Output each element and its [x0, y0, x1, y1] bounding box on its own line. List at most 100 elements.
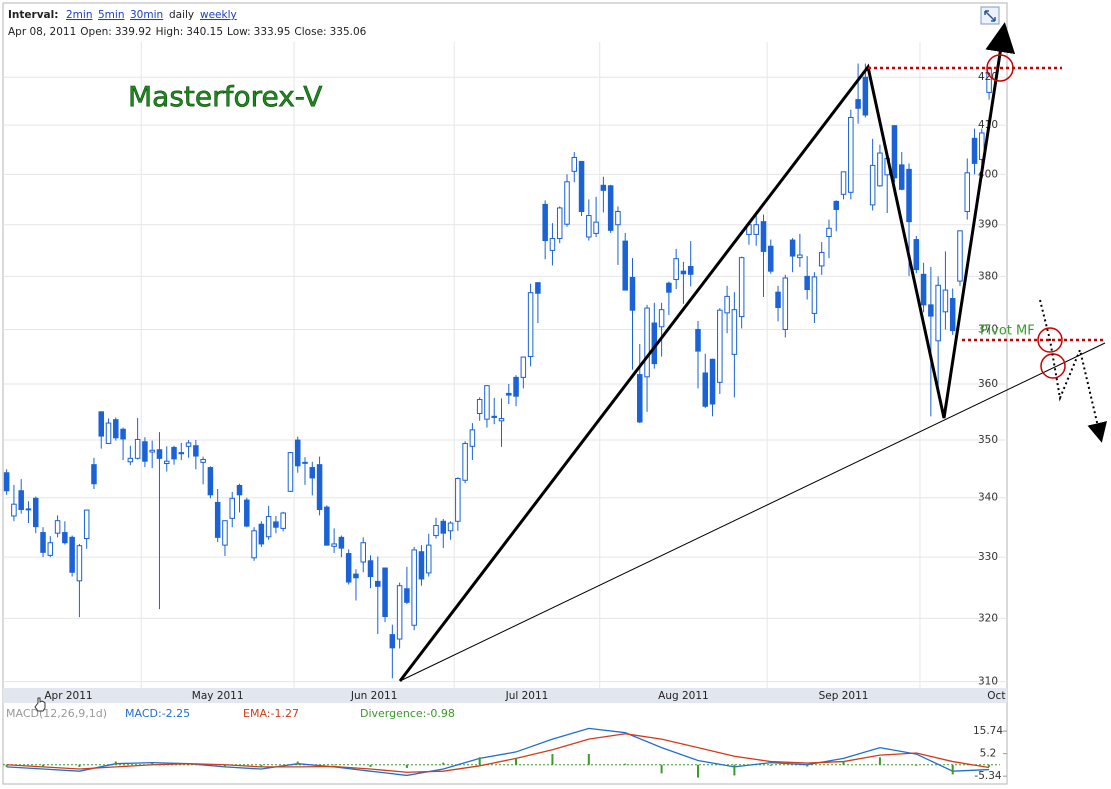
candle-body: [709, 358, 716, 405]
candle-body: [3, 472, 10, 492]
close: 335.06: [330, 26, 367, 38]
divergence-bar: [333, 764, 336, 766]
candle-body: [214, 501, 221, 538]
candle-body: [520, 356, 527, 378]
candle-body: [680, 270, 687, 275]
candle-body: [804, 275, 810, 291]
candle-body: [498, 418, 505, 422]
candle-body: [724, 295, 730, 314]
close-label: Close:: [294, 26, 326, 38]
divergence-bar: [806, 764, 809, 767]
interval-link[interactable]: 2min: [66, 9, 92, 21]
candle-body: [607, 185, 614, 231]
ohlc-info: Apr 08, 2011 Open: 339.92 High: 340.15 Low: 33…: [8, 26, 367, 38]
candle-body: [840, 171, 847, 195]
candle-body: [200, 458, 206, 463]
candle-body: [105, 422, 112, 444]
candle-body: [775, 291, 781, 309]
candle-body: [418, 551, 425, 580]
candle-body: [193, 445, 199, 457]
candle-body: [171, 446, 177, 460]
y-tick-label: 360: [978, 378, 998, 390]
divergence-bar: [187, 764, 190, 766]
interval-link[interactable]: weekly: [200, 9, 237, 21]
candle-body: [658, 309, 665, 328]
candle-body: [324, 506, 330, 546]
x-tick-label: Aug 2011: [658, 690, 709, 702]
candle-body: [535, 282, 541, 294]
candle-body: [877, 152, 883, 187]
macd-line: [6, 733, 990, 773]
candle-body: [265, 516, 272, 538]
candle-body: [338, 536, 345, 549]
candle-body: [287, 452, 294, 492]
candle-body: [556, 207, 563, 240]
candle-body: [178, 452, 185, 455]
candle-body: [229, 497, 235, 519]
interval-link[interactable]: 30min: [130, 9, 163, 21]
candle-body: [695, 328, 701, 352]
legend-name: Divergence:: [360, 707, 426, 720]
candle-body: [11, 503, 17, 517]
candle-body: [957, 230, 963, 282]
x-tick-label: Sep 2011: [819, 690, 869, 702]
candle-body: [127, 457, 134, 463]
candle-body: [862, 76, 869, 116]
candle-body: [979, 132, 985, 160]
candle-body: [869, 164, 876, 206]
divergence-bar: [696, 764, 699, 778]
candle-body: [760, 221, 767, 252]
candle-body: [593, 221, 599, 234]
candle-body: [142, 441, 148, 462]
candle-body: [69, 536, 75, 573]
y-tick-label: 320: [978, 612, 998, 624]
legend-value: -1.27: [270, 707, 298, 720]
candle-body: [920, 273, 927, 306]
candle-body: [738, 257, 745, 318]
pattern-lines: [398, 22, 1107, 682]
y-tick-label: 5.2: [980, 748, 997, 760]
candles: [3, 63, 992, 679]
candle-body: [280, 512, 286, 529]
candle-body: [440, 520, 447, 534]
y-tick-label: 15.74: [973, 725, 1003, 737]
candle-body: [83, 509, 90, 540]
legend-name: MACD:: [125, 707, 162, 720]
divergence-bar: [660, 764, 663, 774]
candle-body: [826, 227, 832, 237]
candle-body: [302, 461, 308, 464]
cursor-icon: [34, 697, 46, 712]
candle-body: [462, 442, 468, 481]
candle-body: [578, 160, 585, 212]
x-tick-label: Oct: [987, 690, 1005, 702]
candle-body: [134, 438, 141, 459]
y-tick-label: 340: [978, 492, 998, 504]
candle-body: [396, 585, 403, 640]
expand-button[interactable]: [980, 6, 1000, 25]
divergence-bar: [769, 764, 772, 766]
labels: 310320330340350360370380390400410420Apr …: [44, 71, 1007, 782]
interval-link[interactable]: 5min: [98, 9, 124, 21]
y-tick-label: 310: [978, 676, 998, 688]
interval-current: daily: [169, 9, 194, 21]
macd-panel: [3, 727, 1000, 778]
divergence-bar: [878, 757, 881, 765]
divergence-bar: [78, 764, 81, 767]
candle-body: [345, 553, 352, 583]
candle-body: [928, 304, 934, 317]
legend-value: -0.98: [426, 707, 454, 720]
chart-frame: [2, 2, 1008, 785]
candle-body: [768, 245, 774, 272]
candle-body: [258, 523, 265, 545]
candle-body: [425, 544, 432, 574]
divergence-bar: [478, 757, 481, 765]
divergence-bar: [405, 764, 408, 768]
candle-body: [527, 292, 534, 358]
divergence-bar: [624, 763, 627, 765]
candle-body: [98, 411, 105, 437]
candle-body: [782, 277, 789, 330]
candle-body: [818, 251, 825, 267]
divergence-bar: [223, 764, 226, 767]
candle-body: [513, 376, 519, 397]
